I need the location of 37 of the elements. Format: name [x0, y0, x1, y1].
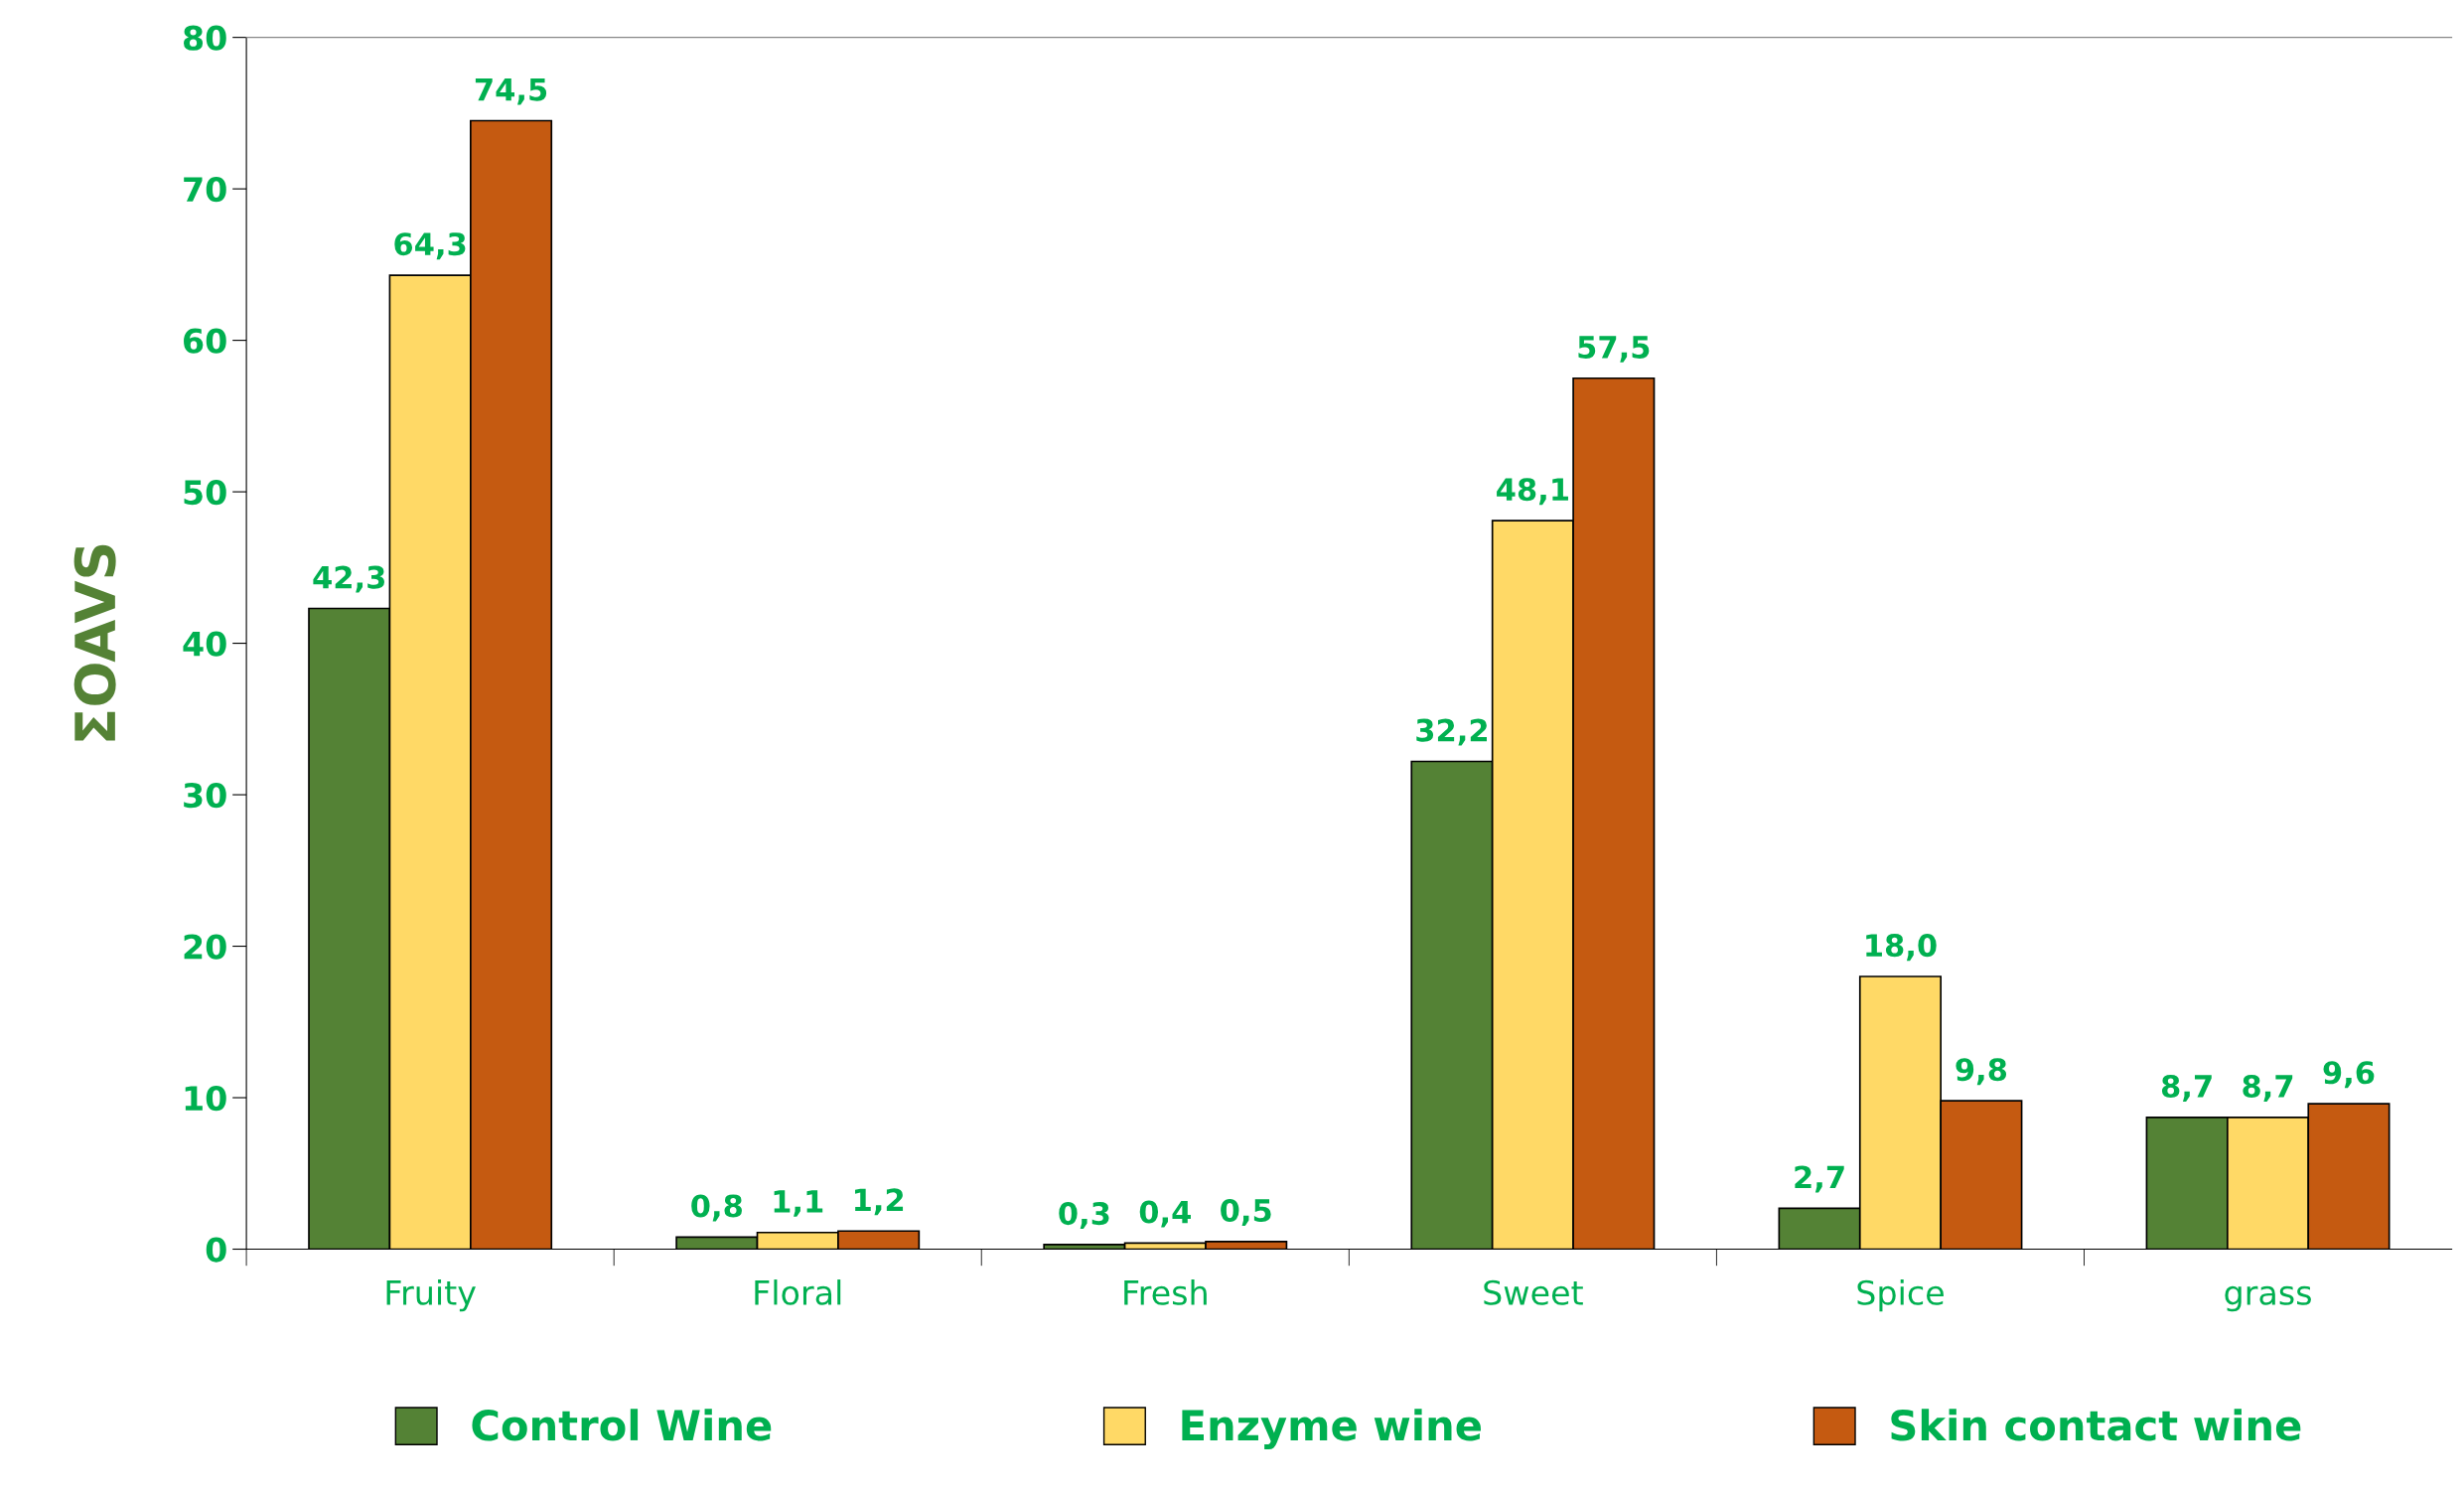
data-label: 8,7	[2161, 1074, 2212, 1102]
data-label: 1,1	[774, 1190, 823, 1217]
y-tick-label: 60	[184, 328, 226, 354]
y-tick-label: 10	[185, 1085, 226, 1112]
y-tick-label: 50	[184, 480, 226, 506]
y-tick-label: 30	[184, 782, 226, 809]
data-label: 32,2	[1416, 718, 1488, 746]
data-label: 0,3	[1059, 1202, 1109, 1230]
y-tick-label: 20	[184, 934, 226, 960]
legend-label: Skin contact wine	[1891, 1409, 2301, 1441]
x-tick-label: grass	[2225, 1285, 2311, 1312]
y-tick-label: 40	[183, 631, 226, 657]
data-label: 64,3	[394, 232, 466, 260]
x-tick-label: Sweet	[1484, 1279, 1583, 1305]
data-label: 2,7	[1795, 1165, 1844, 1193]
data-label: 0,8	[691, 1194, 742, 1222]
data-label: 1,2	[855, 1188, 904, 1216]
data-label: 48,1	[1497, 478, 1568, 506]
data-label: 0,4	[1139, 1200, 1191, 1228]
data-label: 9,8	[1956, 1058, 2007, 1086]
data-label: 0,5	[1221, 1198, 1271, 1226]
data-label: 9,6	[2323, 1061, 2375, 1089]
data-label: 74,5	[475, 77, 547, 105]
x-tick-label: Fruity	[386, 1279, 476, 1312]
x-tick-label: Spice	[1857, 1279, 1944, 1312]
y-tick-label: 80	[184, 25, 226, 51]
data-label: 8,7	[2243, 1074, 2293, 1102]
data-label: 42,3	[313, 565, 384, 593]
legend-label: Control Wine	[472, 1409, 772, 1441]
y-axis-title: ΣOAVS	[73, 544, 116, 741]
x-tick-label: Fresh	[1124, 1279, 1207, 1305]
y-tick-label: 0	[206, 1237, 226, 1263]
y-tick-label: 70	[184, 177, 226, 203]
data-label: 57,5	[1578, 336, 1650, 363]
legend-label: Enzyme wine	[1182, 1409, 1481, 1449]
data-label: 18,0	[1866, 934, 1937, 962]
x-tick-label: Floral	[755, 1279, 841, 1305]
